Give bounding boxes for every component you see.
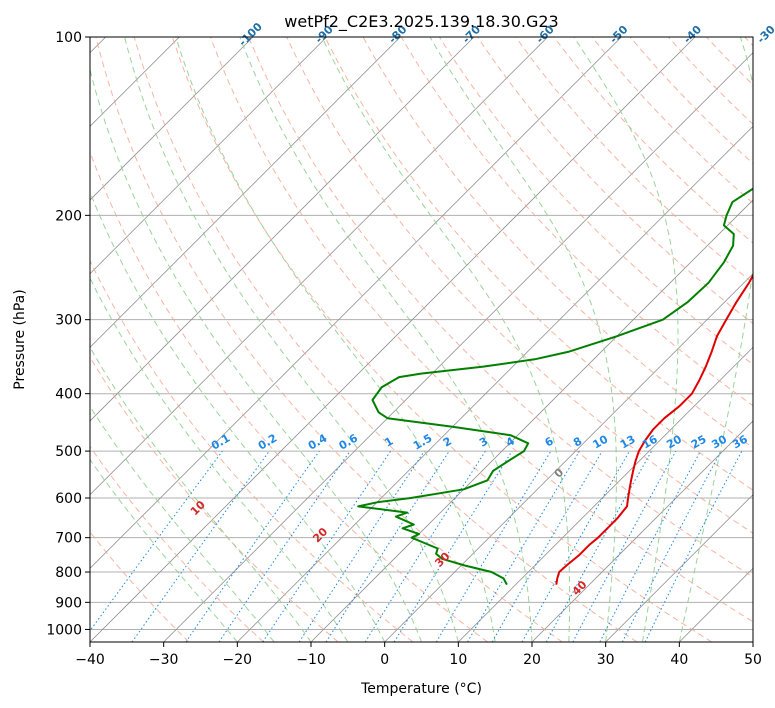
dry-adiabat-line [95,37,563,642]
mixing-ratio-line [644,450,743,642]
isotherm-line [90,37,548,496]
y-tick-label: 600 [55,491,82,507]
dry-adiabat-line [629,37,753,165]
dewpoint-profile [357,187,753,586]
isotherm-line [163,52,753,642]
x-tick-label: 0 [380,652,389,668]
x-tick-label: 50 [744,652,762,668]
isotherm-line [90,37,475,422]
dry-adiabat-line [133,37,638,642]
isotherm-line [605,494,753,642]
dry-adiabat-line [591,37,753,204]
dry-adiabat-line [477,37,753,325]
moist-adiabat-line [90,67,422,642]
dry-adiabat-line [362,37,753,449]
mixing-ratio-line [325,450,450,642]
dry-adiabat-line [515,37,753,284]
temperature-profile [555,273,753,585]
sounding-layer [357,187,753,586]
dry-adiabat-line [400,37,753,407]
dry-adiabat-line [248,37,753,578]
moist-adiabat-line [90,190,386,642]
mixing-ratio-line [131,450,270,642]
isotherm-line [90,37,254,201]
y-tick-label: 1000 [46,622,82,638]
moist-adiabat-line [90,458,238,642]
y-tick-label: 100 [55,30,82,46]
mixing-ratio-line [185,450,320,642]
dry-adiabat-line [171,37,712,642]
y-tick-label: 500 [55,444,82,460]
x-tick-label: −20 [223,652,253,668]
moist-adiabat-line [429,37,617,642]
y-tick-label: 900 [55,595,82,611]
x-axis-title: Temperature (°C) [360,681,482,697]
moist-adiabat-line [239,37,533,642]
isotherm-line [384,273,753,642]
moist-adiabat-line [321,37,571,642]
mixing-ratio-line [545,450,653,642]
dry-adiabat-line [210,37,753,623]
isotherm-line [531,420,753,642]
moist-adiabat-line [124,37,459,642]
x-tick-label: 30 [597,652,615,668]
y-tick-label: 300 [55,313,82,329]
x-tick-label: 20 [523,652,541,668]
moist-adiabat-line [678,37,753,642]
y-tick-label: 400 [55,387,82,403]
mixing-ratio-line [262,450,392,642]
moist-adiabat-line [175,37,496,642]
chart-title: wetPf2_C2E3.2025.139.18.30.G23 [284,12,558,32]
adiabat-layer [90,37,753,642]
isotherm-line [90,37,327,275]
mixing-ratio-line [298,450,425,642]
x-tick-label: −40 [75,652,105,668]
moist-adiabat-line [90,346,312,642]
mixing-ratio-layer [90,450,743,642]
isotherm-line [237,125,753,642]
mixing-ratio-line [521,450,630,642]
y-axis: 100 200 300 400 500 600 700 800 900 1000 [46,30,90,638]
x-axis: −40 −30 −20 −10 0 10 20 30 40 50 [75,642,762,668]
isotherm-line [458,346,753,642]
x-tick-label: −10 [296,652,326,668]
y-tick-label: 800 [55,565,82,581]
moist-adiabat-line [573,37,679,642]
x-tick-label: 10 [449,652,467,668]
y-tick-label: 200 [55,208,82,224]
plot-frame [89,36,754,643]
dry-adiabat-line [90,259,414,642]
x-tick-label: −30 [149,652,179,668]
y-axis-title: Pressure (hPa) [12,289,28,389]
x-tick-label: 40 [670,652,688,668]
dry-adiabat-line [324,37,753,491]
moist-adiabat-line [90,405,275,642]
mixing-ratio-line [90,450,223,632]
isotherm-line [90,37,622,569]
dry-adiabat-line [90,445,264,642]
moist-adiabat-line [90,277,349,642]
mixing-ratio-line [218,450,351,642]
isotherm-line [90,37,401,348]
mixing-ratio-line [393,450,513,642]
y-tick-label: 700 [55,531,82,547]
mixing-ratio-line [572,450,677,642]
